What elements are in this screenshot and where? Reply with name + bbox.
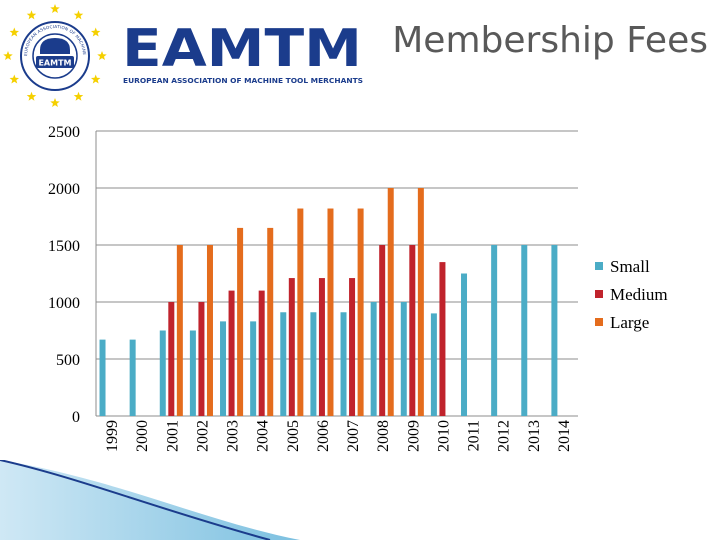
bar-small: [430, 313, 437, 416]
x-tick-label: 2004: [255, 420, 272, 452]
bar-large: [357, 208, 364, 416]
x-tick-label: 2007: [345, 420, 362, 452]
emblem-label: EAMTM: [38, 59, 71, 68]
y-tick-label: 0: [72, 409, 80, 426]
x-tick-label: 2003: [225, 420, 242, 452]
star-icon: [26, 10, 37, 20]
bar-small: [400, 302, 407, 416]
eamtm-emblem-logo: EUROPEAN ASSOCIATION OF MACHINE TOOL MER…: [0, 0, 107, 108]
chart-legend: Small Medium Large: [595, 257, 668, 332]
eamtm-wordmark-logo: EAMTM EUROPEAN ASSOCIATION OF MACHINE TO…: [122, 22, 363, 85]
bar-small: [280, 312, 287, 416]
star-icon: [9, 27, 20, 37]
y-axis-ticks: 0 500 1000 1500 2000 2500: [48, 124, 80, 426]
star-icon: [90, 74, 101, 84]
x-tick-label: 2014: [556, 420, 573, 452]
page-title: Membership Fees: [392, 20, 708, 61]
x-tick-label: 2006: [315, 420, 332, 452]
logo-subtitle: EUROPEAN ASSOCIATION OF MACHINE TOOL MER…: [123, 77, 363, 85]
star-icon: [73, 10, 84, 20]
x-tick-label: 2008: [375, 420, 392, 452]
bar-small: [189, 330, 196, 416]
legend-label: Small: [610, 257, 650, 276]
legend-label: Large: [610, 313, 649, 332]
y-tick-label: 1000: [48, 295, 80, 312]
bar-medium: [439, 262, 446, 416]
bar-small: [129, 339, 136, 416]
bar-small: [310, 312, 317, 416]
star-icon: [73, 91, 84, 101]
bar-large: [327, 208, 334, 416]
star-icon: [3, 51, 13, 61]
bar-medium: [288, 278, 295, 416]
bar-large: [206, 245, 213, 416]
x-tick-label: 2002: [194, 420, 211, 452]
star-icon: [9, 74, 20, 84]
bar-large: [417, 188, 424, 416]
bar-small: [521, 245, 528, 416]
bar-medium: [228, 290, 235, 416]
star-icon: [97, 51, 107, 61]
bar-small: [250, 321, 257, 416]
bar-small: [551, 245, 558, 416]
x-tick-label: 2012: [496, 420, 513, 452]
y-tick-label: 2500: [48, 124, 80, 141]
chart-gridlines: [95, 130, 578, 417]
star-icon: [90, 27, 101, 37]
legend-label: Medium: [610, 285, 668, 304]
x-tick-label: 1999: [104, 420, 121, 452]
x-tick-label: 2005: [285, 420, 302, 452]
x-axis-ticks: 1999 2000 2001 2002 2003 2004 2005 2006 2007 2008…: [104, 420, 573, 452]
bar-medium: [318, 278, 325, 416]
legend-swatch: [595, 262, 603, 270]
y-tick-label: 1500: [48, 238, 80, 255]
bar-medium: [349, 278, 356, 416]
star-icon: [26, 91, 37, 101]
bar-small: [461, 273, 468, 416]
bar-medium: [168, 302, 175, 416]
bar-small: [370, 302, 377, 416]
bar-large: [237, 227, 244, 416]
bar-large: [267, 227, 274, 416]
bar-small: [159, 330, 166, 416]
chart-bars: [99, 188, 558, 416]
legend-swatch: [595, 290, 603, 298]
x-tick-label: 2001: [164, 420, 181, 452]
x-tick-label: 2009: [405, 420, 422, 452]
bar-large: [387, 188, 394, 416]
x-tick-label: 2011: [466, 420, 483, 451]
star-icon: [50, 4, 60, 14]
bar-large: [297, 208, 304, 416]
bar-small: [220, 321, 227, 416]
bar-small: [340, 312, 347, 416]
bar-medium: [258, 290, 265, 416]
x-tick-label: 2000: [134, 420, 151, 452]
star-icon: [50, 98, 60, 108]
y-tick-label: 500: [56, 352, 80, 369]
bar-medium: [379, 245, 386, 416]
decorative-swoosh: [0, 460, 300, 540]
bar-medium: [409, 245, 416, 416]
logo-text: EAMTM: [122, 22, 362, 79]
x-tick-label: 2010: [435, 420, 452, 452]
y-tick-label: 2000: [48, 181, 80, 198]
legend-swatch: [595, 318, 603, 326]
bar-large: [176, 245, 183, 416]
bar-small: [491, 245, 498, 416]
star-ring-icon: [3, 4, 107, 108]
x-tick-label: 2013: [526, 420, 543, 452]
bar-medium: [198, 302, 205, 416]
bar-small: [99, 339, 106, 416]
